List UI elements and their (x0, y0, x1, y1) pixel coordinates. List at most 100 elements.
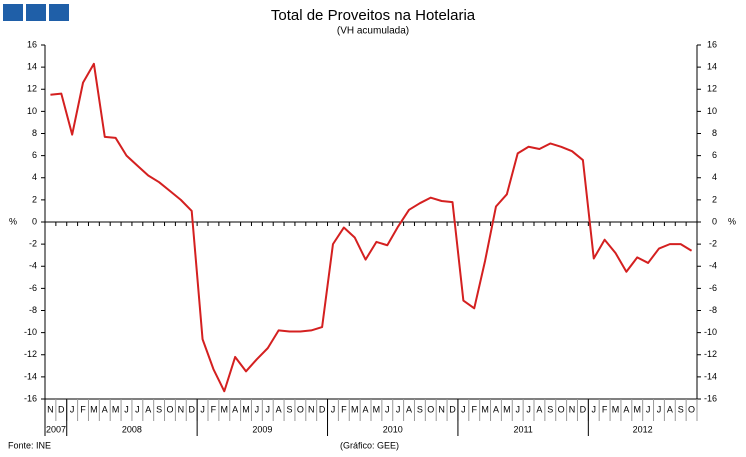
x-tick-label: J (396, 404, 401, 414)
y2-tick-label: 6 (712, 150, 717, 160)
y2-tick-label: 12 (707, 84, 717, 94)
x-tick-label: J (646, 404, 651, 414)
y2-tick-label: -4 (709, 261, 717, 271)
x-tick-label: O (558, 404, 565, 414)
x-tick-label: F (80, 404, 86, 414)
year-label: 2011 (513, 424, 532, 434)
x-tick-label: M (373, 404, 381, 414)
logo-square (26, 4, 46, 21)
y2-tick-label: 14 (707, 62, 717, 72)
y2-axis-label: % (728, 216, 736, 226)
x-tick-label: M (112, 404, 120, 414)
x-tick-label: S (547, 404, 553, 414)
y-tick-label: 10 (27, 106, 37, 116)
x-tick-label: J (124, 404, 129, 414)
x-tick-label: M (503, 404, 511, 414)
y-tick-label: -8 (29, 305, 37, 315)
x-tick-label: M (481, 404, 489, 414)
x-tick-label: N (308, 404, 315, 414)
y-tick-label: 16 (27, 39, 37, 49)
logo-square (49, 4, 69, 21)
y-tick-label: -4 (29, 261, 37, 271)
y-tick-label: 0 (32, 216, 37, 226)
y-axis-label: % (9, 216, 17, 226)
x-tick-label: D (58, 404, 65, 414)
x-tick-label: M (221, 404, 229, 414)
x-tick-label: A (102, 404, 108, 414)
y-tick-label: 2 (32, 194, 37, 204)
x-tick-label: M (351, 404, 359, 414)
y-tick-label: 4 (32, 172, 37, 182)
chart-title: Total de Proveitos na Hotelaria (271, 7, 476, 24)
x-tick-label: M (242, 404, 250, 414)
y2-tick-label: 2 (712, 194, 717, 204)
credit: (Gráfico: GEE) (340, 440, 399, 450)
x-tick-label: J (592, 404, 597, 414)
y-tick-label: 12 (27, 84, 37, 94)
y2-tick-label: -14 (704, 371, 717, 381)
y-tick-label: 6 (32, 150, 37, 160)
y-tick-label: 8 (32, 128, 37, 138)
x-tick-label: N (178, 404, 185, 414)
y-tick-label: 14 (27, 62, 37, 72)
y-tick-label: -16 (24, 393, 37, 403)
x-tick-label: O (427, 404, 434, 414)
x-tick-label: J (266, 404, 271, 414)
chart-subtitle: (VH acumulada) (337, 26, 409, 37)
x-tick-label: A (363, 404, 369, 414)
x-tick-label: D (319, 404, 326, 414)
year-label: 2010 (383, 424, 403, 434)
year-label: 2008 (122, 424, 142, 434)
y2-tick-label: -2 (709, 239, 717, 249)
source: Fonte: INE (8, 440, 51, 450)
y-tick-label: -12 (24, 349, 37, 359)
x-tick-label: A (667, 404, 673, 414)
x-tick-label: D (580, 404, 587, 414)
x-tick-label: S (286, 404, 292, 414)
x-tick-label: J (255, 404, 260, 414)
x-tick-label: J (461, 404, 466, 414)
x-tick-label: J (515, 404, 520, 414)
x-tick-label: F (211, 404, 217, 414)
data-line (50, 62, 693, 393)
x-tick-label: O (688, 404, 695, 414)
y2-tick-label: 8 (712, 128, 717, 138)
x-tick-label: J (657, 404, 662, 414)
x-tick-label: O (166, 404, 173, 414)
x-tick-label: A (536, 404, 542, 414)
x-tick-label: A (145, 404, 151, 414)
x-tick-label: N (438, 404, 445, 414)
x-tick-label: J (70, 404, 75, 414)
x-tick-label: F (471, 404, 477, 414)
y2-tick-label: 4 (712, 172, 717, 182)
x-tick-label: S (678, 404, 684, 414)
y-tick-label: -6 (29, 283, 37, 293)
x-tick-label: A (623, 404, 629, 414)
y2-tick-label: 0 (712, 216, 717, 226)
y-tick-label: -2 (29, 239, 37, 249)
logo-square (3, 4, 23, 21)
x-tick-label: S (156, 404, 162, 414)
x-tick-label: J (200, 404, 205, 414)
x-tick-label: M (612, 404, 620, 414)
x-tick-label: D (449, 404, 456, 414)
x-tick-label: A (232, 404, 238, 414)
y2-tick-label: -6 (709, 283, 717, 293)
x-tick-label: D (188, 404, 195, 414)
x-tick-label: N (47, 404, 54, 414)
y2-tick-label: 16 (707, 39, 717, 49)
x-tick-label: A (493, 404, 499, 414)
x-tick-label: A (406, 404, 412, 414)
x-tick-label: S (417, 404, 423, 414)
x-tick-label: M (90, 404, 98, 414)
y-tick-label: -10 (24, 327, 37, 337)
x-tick-label: J (385, 404, 390, 414)
y2-tick-label: 10 (707, 106, 717, 116)
x-tick-label: F (602, 404, 608, 414)
x-tick-label: J (526, 404, 531, 414)
x-tick-label: J (135, 404, 140, 414)
year-label: 2012 (633, 424, 653, 434)
x-tick-label: M (633, 404, 641, 414)
y-tick-label: -14 (24, 371, 37, 381)
